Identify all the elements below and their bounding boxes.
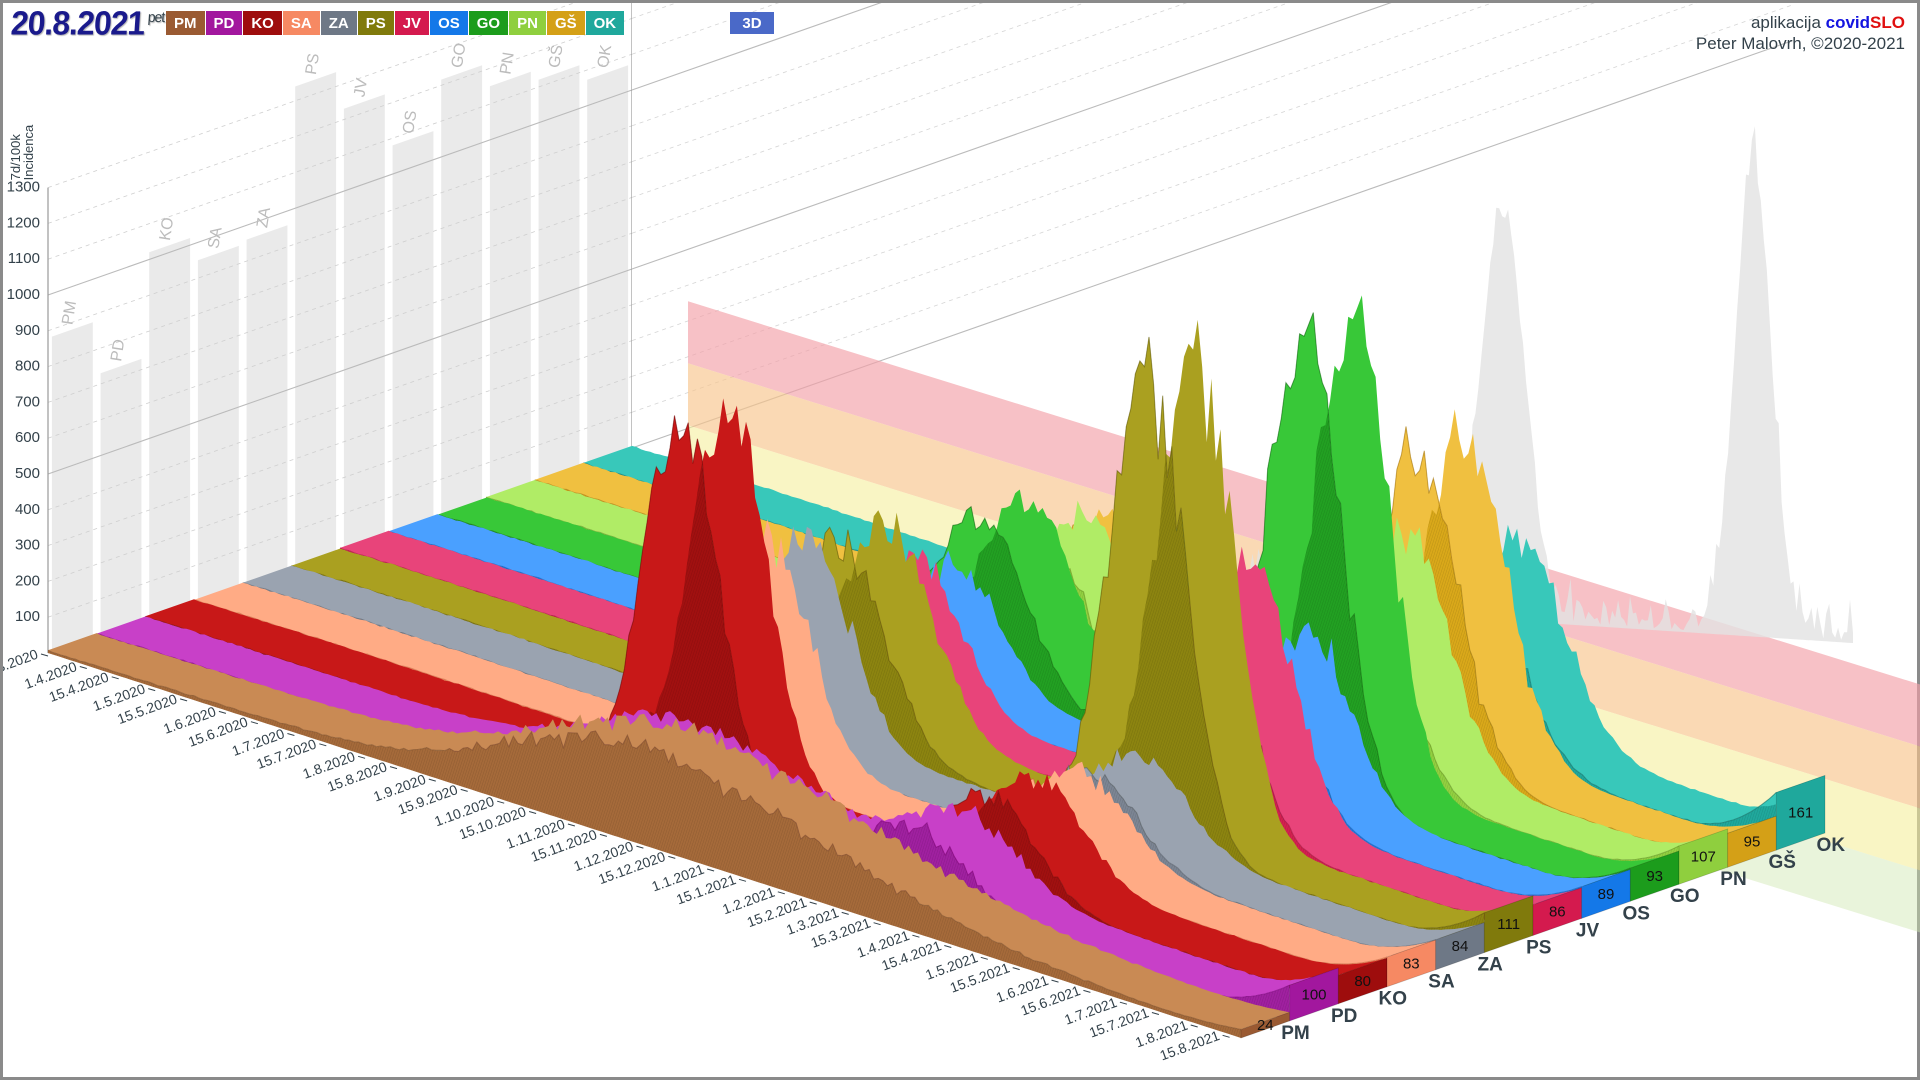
svg-text:PN: PN [1720, 869, 1746, 890]
svg-text:83: 83 [1403, 955, 1420, 972]
svg-text:1100: 1100 [8, 250, 40, 267]
svg-text:PD: PD [1331, 1006, 1357, 1027]
svg-text:86: 86 [1549, 904, 1566, 921]
svg-text:GŠ: GŠ [1768, 851, 1795, 873]
svg-text:200: 200 [15, 572, 40, 589]
svg-text:ZA: ZA [254, 206, 274, 229]
svg-text:Incidenca: Incidenca [21, 124, 36, 180]
svg-text:PS: PS [303, 52, 323, 76]
svg-text:OS: OS [400, 109, 420, 134]
svg-text:600: 600 [15, 429, 40, 446]
svg-text:1200: 1200 [7, 214, 40, 231]
svg-text:OK: OK [595, 43, 615, 69]
svg-text:84: 84 [1452, 938, 1469, 955]
svg-text:1000: 1000 [7, 286, 40, 303]
svg-text:OK: OK [1817, 835, 1846, 856]
svg-text:PM: PM [1281, 1023, 1310, 1044]
svg-text:PN: PN [497, 51, 517, 76]
svg-text:95: 95 [1744, 834, 1761, 851]
svg-text:500: 500 [15, 465, 40, 482]
svg-text:KO: KO [157, 216, 177, 241]
svg-text:OS: OS [1622, 903, 1649, 924]
svg-text:100: 100 [1301, 987, 1326, 1004]
svg-text:111: 111 [1497, 916, 1520, 933]
svg-text:89: 89 [1598, 886, 1615, 903]
svg-text:PD: PD [108, 338, 128, 363]
svg-text:KO: KO [1379, 989, 1408, 1010]
svg-text:93: 93 [1646, 868, 1663, 885]
svg-text:SA: SA [205, 226, 225, 250]
svg-text:800: 800 [15, 358, 40, 375]
svg-text:107: 107 [1691, 849, 1716, 866]
svg-text:400: 400 [15, 501, 40, 518]
svg-text:300: 300 [15, 537, 40, 554]
svg-text:80: 80 [1354, 973, 1371, 990]
svg-text:100: 100 [15, 608, 40, 625]
svg-text:24: 24 [1257, 1017, 1274, 1034]
svg-text:900: 900 [15, 322, 40, 339]
svg-text:161: 161 [1788, 805, 1813, 822]
svg-text:JV: JV [351, 77, 371, 98]
svg-text:ZA: ZA [1478, 955, 1504, 976]
svg-text:PS: PS [1526, 938, 1551, 959]
svg-text:700: 700 [15, 393, 40, 410]
svg-text:JV: JV [1576, 920, 1600, 941]
svg-text:SA: SA [1428, 972, 1455, 993]
svg-text:GO: GO [1670, 886, 1700, 907]
